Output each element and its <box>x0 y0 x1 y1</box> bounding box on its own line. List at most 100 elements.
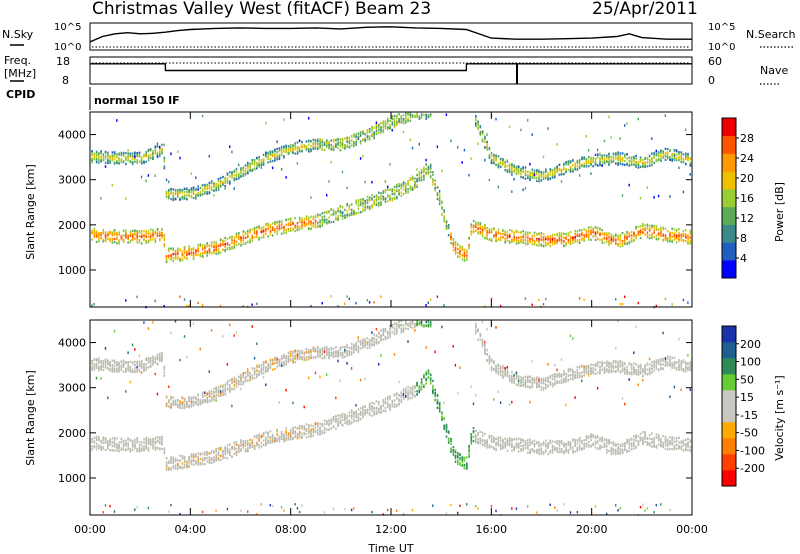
heatmap-cell <box>642 225 644 228</box>
heatmap-cell <box>102 368 105 372</box>
heatmap-cell <box>378 191 380 194</box>
heatmap-cell <box>260 372 263 375</box>
heatmap-cell <box>262 433 265 436</box>
heatmap-cell <box>238 177 240 180</box>
heatmap-cell <box>174 253 177 256</box>
heatmap-cell <box>296 229 299 232</box>
heatmap-cell <box>181 467 184 470</box>
heatmap-cell <box>671 152 673 156</box>
heatmap-cell <box>481 231 484 234</box>
heatmap-cell <box>364 138 366 141</box>
heatmap-cell <box>350 139 353 142</box>
heatmap-cell <box>179 358 181 362</box>
heatmap-cell <box>317 224 319 227</box>
heatmap-cell <box>240 169 242 173</box>
heatmap-cell <box>378 128 380 131</box>
heatmap-cell <box>188 397 190 400</box>
heatmap-cell <box>547 174 549 177</box>
heatmap-cell <box>104 233 107 237</box>
heatmap-cell <box>317 140 319 143</box>
heatmap-cell <box>651 137 653 140</box>
heatmap-cell <box>107 237 109 240</box>
heatmap-cell <box>405 112 407 115</box>
heatmap-cell <box>389 194 391 198</box>
heatmap-cell <box>244 442 247 445</box>
heatmap-cell <box>226 388 229 391</box>
heatmap-cell <box>621 240 624 243</box>
heatmap-cell <box>258 436 260 439</box>
heatmap-cell <box>418 174 421 177</box>
heatmap-cell <box>673 231 676 234</box>
nsearch-tick-top: 10^5 <box>708 22 735 33</box>
heatmap-cell <box>563 164 565 167</box>
heatmap-cell <box>344 208 346 211</box>
heatmap-cell <box>391 197 394 200</box>
heatmap-cell <box>682 229 685 233</box>
heatmap-cell <box>179 156 181 160</box>
heatmap-cell <box>183 298 186 301</box>
heatmap-cell <box>337 141 339 144</box>
heatmap-cell <box>113 439 116 442</box>
heatmap-cell <box>129 438 132 441</box>
heatmap-cell <box>269 226 272 229</box>
heatmap-cell <box>156 234 159 238</box>
heatmap-cell <box>310 215 312 218</box>
heatmap-cell <box>416 168 418 171</box>
heatmap-cell <box>154 145 157 149</box>
heatmap-cell <box>161 440 163 443</box>
power-scatter <box>91 112 692 309</box>
heatmap-cell <box>129 366 132 369</box>
heatmap-cell <box>208 459 211 462</box>
heatmap-cell <box>238 232 240 235</box>
heatmap-cell <box>256 342 258 346</box>
heatmap-cell <box>398 190 400 193</box>
heatmap-cell <box>190 462 193 465</box>
heatmap-cell <box>283 225 285 229</box>
heatmap-cell <box>490 228 493 231</box>
heatmap-cell <box>147 174 150 177</box>
heatmap-cell <box>125 367 127 370</box>
heatmap-cell <box>195 460 197 463</box>
heatmap-cell <box>256 234 258 237</box>
heatmap-cell <box>274 153 276 156</box>
heatmap-cell <box>682 153 685 156</box>
heatmap-cell <box>192 188 195 191</box>
heatmap-cell <box>648 227 651 230</box>
heatmap-cell <box>111 154 114 157</box>
heatmap-cell <box>109 439 111 442</box>
heatmap-cell <box>362 208 364 211</box>
heatmap-cell <box>427 114 430 117</box>
heatmap-cell <box>172 400 175 403</box>
heatmap-cell <box>364 199 366 202</box>
heatmap-cell <box>134 371 136 374</box>
heatmap-cell <box>183 403 186 406</box>
heatmap-cell <box>396 197 398 200</box>
heatmap-cell <box>143 230 145 233</box>
heatmap-cell <box>177 247 179 250</box>
heatmap-cell <box>475 115 477 118</box>
heatmap-cell <box>181 254 184 257</box>
heatmap-cell <box>253 436 256 439</box>
heatmap-cell <box>183 398 186 401</box>
heatmap-cell <box>642 159 644 162</box>
heatmap-cell <box>140 360 143 363</box>
heatmap-cell <box>102 238 105 241</box>
heatmap-cell <box>276 140 278 143</box>
heatmap-cell <box>278 147 281 150</box>
heatmap-cell <box>100 152 102 155</box>
heatmap-cell <box>626 163 628 166</box>
heatmap-cell <box>168 189 170 192</box>
heatmap-cell <box>547 243 549 246</box>
heatmap-cell <box>179 466 181 469</box>
heatmap-cell <box>116 153 118 156</box>
heatmap-cell <box>147 506 150 510</box>
heatmap-cell <box>262 163 265 166</box>
heatmap-cell <box>226 177 229 180</box>
heatmap-cell <box>183 249 186 252</box>
heatmap-cell <box>280 226 283 229</box>
heatmap-cell <box>229 384 231 387</box>
heatmap-cell <box>511 230 513 233</box>
heatmap-cell <box>382 124 385 127</box>
heatmap-cell <box>461 248 464 251</box>
